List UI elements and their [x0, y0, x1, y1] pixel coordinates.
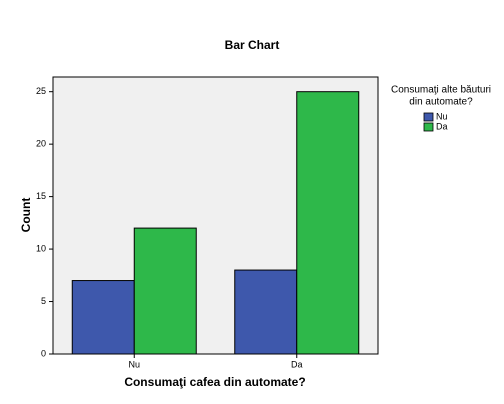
- bar: [234, 269, 298, 355]
- bar: [133, 227, 197, 355]
- bar: [71, 280, 135, 355]
- legend-label: Da: [436, 121, 448, 131]
- x-axis-label: Consumaţi cafea din automate?: [124, 375, 305, 389]
- y-tick-label: 25: [36, 86, 46, 96]
- y-axis-label: Count: [19, 198, 33, 233]
- legend-swatch: [423, 112, 434, 122]
- y-tick-label: 5: [41, 296, 46, 306]
- x-tick-label: Da: [291, 359, 303, 369]
- y-tick-label: 0: [41, 348, 46, 358]
- legend-swatch: [423, 122, 434, 132]
- legend-title: Consumaţi alte băuturi: [391, 85, 491, 96]
- y-tick-label: 15: [36, 191, 46, 201]
- y-tick-label: 20: [36, 139, 46, 149]
- bar: [296, 91, 360, 355]
- x-tick-label: Nu: [128, 359, 140, 369]
- legend-title: din automate?: [409, 97, 473, 108]
- y-tick-label: 10: [36, 243, 46, 253]
- chart-title: Bar Chart: [225, 38, 280, 52]
- legend-label: Nu: [436, 111, 448, 121]
